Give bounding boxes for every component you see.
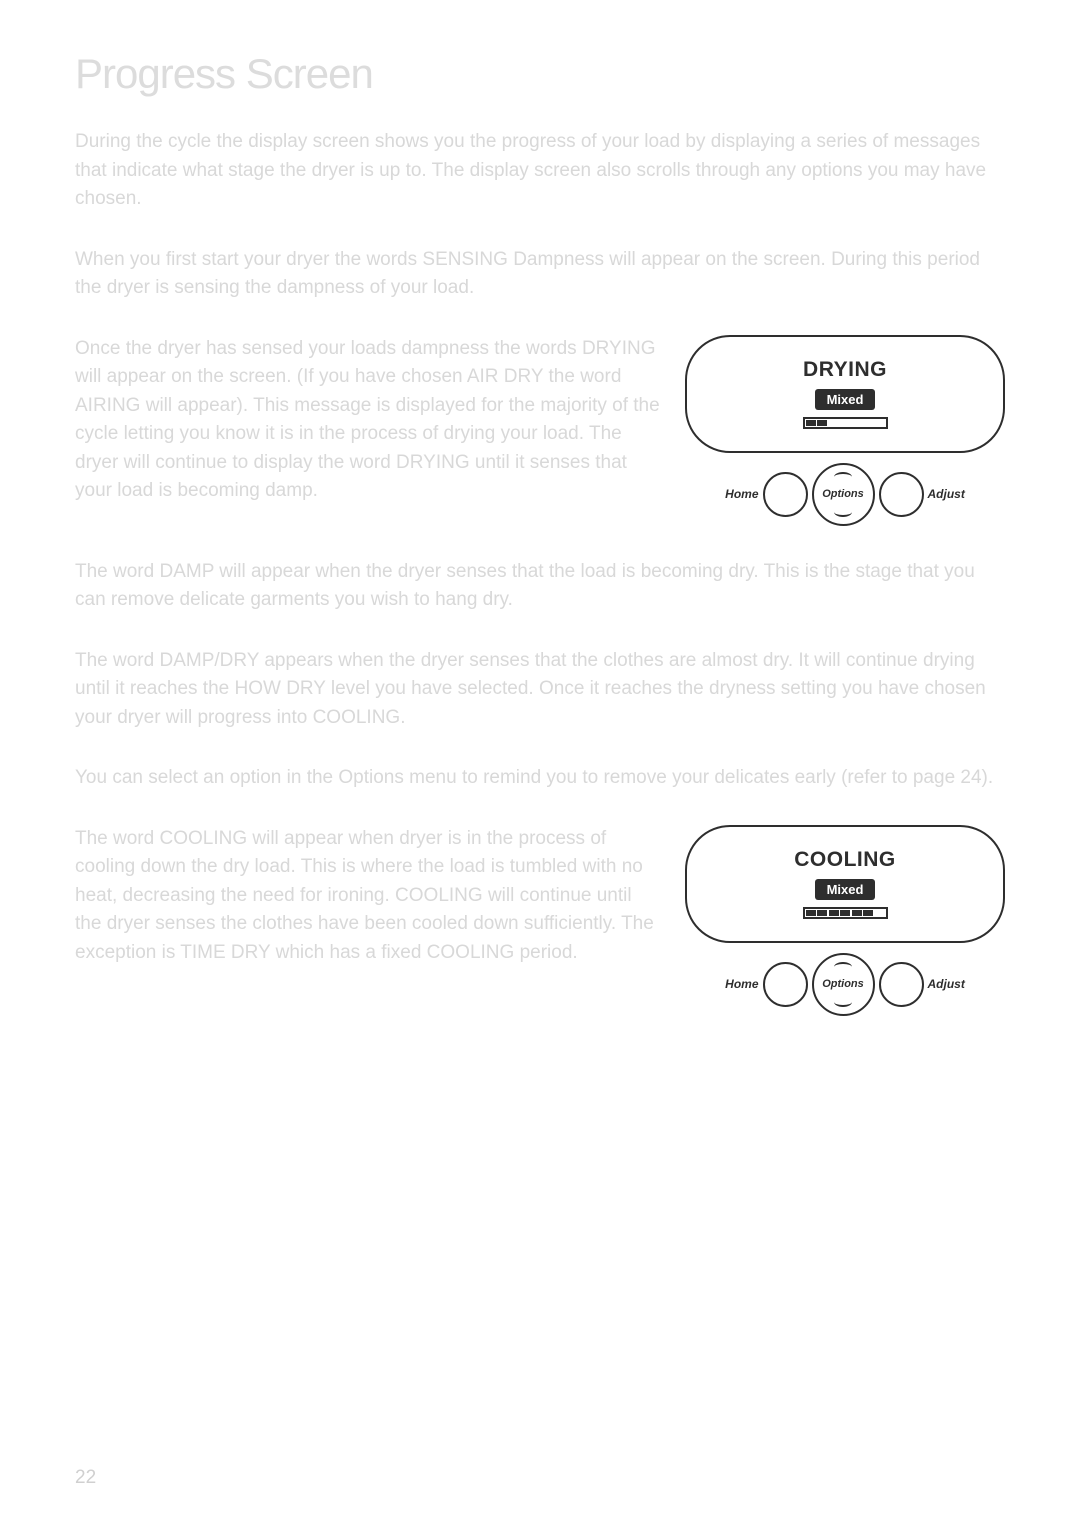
- options-dial-icon-2: Options: [812, 953, 875, 1016]
- progress-segment: [875, 420, 885, 426]
- adjust-label-2: Adjust: [928, 977, 965, 991]
- paragraph-option-reminder: You can select an option in the Options …: [75, 764, 1005, 793]
- cooling-panel: COOLING Mixed Home Options Adjust: [685, 825, 1005, 1016]
- drying-screen-title: DRYING: [803, 358, 887, 382]
- adjust-label: Adjust: [928, 487, 965, 501]
- progress-segment: [817, 910, 827, 916]
- home-label: Home: [725, 487, 758, 501]
- paragraph-sensing: When you first start your dryer the word…: [75, 246, 1005, 303]
- progress-segment: [840, 910, 850, 916]
- progress-segment: [806, 420, 816, 426]
- progress-segment: [875, 910, 885, 916]
- adjust-dial-icon-2: [879, 962, 924, 1007]
- paragraph-cooling: The word COOLING will appear when dryer …: [75, 825, 660, 968]
- drying-progress: [803, 417, 888, 429]
- cooling-screen-title: COOLING: [794, 848, 896, 872]
- progress-segment: [829, 910, 839, 916]
- progress-segment: [863, 420, 873, 426]
- progress-segment: [852, 420, 862, 426]
- page-number: 22: [75, 1467, 96, 1489]
- drying-panel: DRYING Mixed Home Options Adjust: [685, 335, 1005, 526]
- drying-screen: DRYING Mixed: [685, 335, 1005, 453]
- paragraph-intro: During the cycle the display screen show…: [75, 128, 1005, 214]
- progress-segment: [840, 420, 850, 426]
- page-title: Progress Screen: [75, 50, 1005, 98]
- paragraph-damp: The word DAMP will appear when the dryer…: [75, 558, 1005, 615]
- paragraph-drying: Once the dryer has sensed your loads dam…: [75, 335, 660, 506]
- progress-segment: [863, 910, 873, 916]
- progress-segment: [829, 420, 839, 426]
- home-dial-icon-2: [763, 962, 808, 1007]
- progress-segment: [806, 910, 816, 916]
- drying-chip: Mixed: [815, 389, 876, 410]
- adjust-dial-icon: [879, 472, 924, 517]
- options-label: Options: [822, 488, 864, 500]
- cooling-controls: Home Options Adjust: [685, 953, 1005, 1016]
- progress-segment: [817, 420, 827, 426]
- cooling-row: The word COOLING will appear when dryer …: [75, 825, 1005, 1016]
- cooling-progress: [803, 907, 888, 919]
- cooling-chip: Mixed: [815, 879, 876, 900]
- drying-row: Once the dryer has sensed your loads dam…: [75, 335, 1005, 526]
- cooling-screen: COOLING Mixed: [685, 825, 1005, 943]
- progress-segment: [852, 910, 862, 916]
- options-label-2: Options: [822, 978, 864, 990]
- home-dial-icon: [763, 472, 808, 517]
- paragraph-dampdry: The word DAMP/DRY appears when the dryer…: [75, 647, 1005, 733]
- options-dial-icon: Options: [812, 463, 875, 526]
- drying-controls: Home Options Adjust: [685, 463, 1005, 526]
- home-label-2: Home: [725, 977, 758, 991]
